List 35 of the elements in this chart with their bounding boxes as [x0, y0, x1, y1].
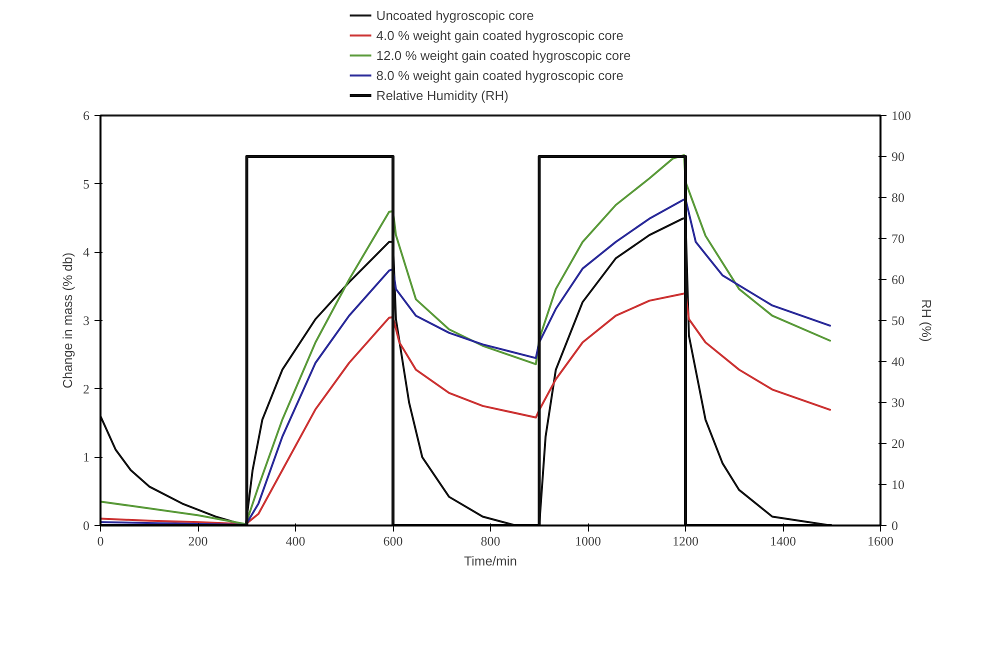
y-tick-label: 3	[83, 313, 90, 328]
x-tick-label: 1000	[575, 534, 601, 548]
legend-label: 12.0 % weight gain coated hygroscopic core	[376, 48, 631, 62]
y2-axis-title: RH (%)	[919, 299, 934, 342]
y-tick-label: 6	[83, 108, 90, 123]
x-tick-label: 1600	[868, 534, 894, 548]
y2-tick-label: 80	[892, 190, 904, 205]
y-tick-label: 0	[83, 518, 90, 533]
x-tick-label: 800	[480, 534, 500, 548]
legend-label: 8.0 % weight gain coated hygroscopic core	[376, 68, 624, 82]
y2-tick-label: 40	[892, 354, 904, 369]
y2-tick-label: 0	[892, 518, 898, 533]
legend-label: 4.0 % weight gain coated hygroscopic core	[376, 28, 624, 42]
x-tick-label: 600	[383, 534, 403, 548]
y-tick-label: 2	[83, 381, 90, 396]
y-tick-label: 1	[83, 450, 90, 465]
x-tick-label: 0	[97, 534, 104, 548]
y2-tick-label: 90	[892, 149, 904, 164]
y-axis-title: Change in mass (% db)	[60, 252, 75, 388]
y2-tick-label: 70	[892, 231, 904, 246]
y2-tick-label: 10	[892, 477, 904, 492]
y2-tick-label: 100	[892, 108, 911, 123]
y2-tick-label: 60	[892, 272, 904, 287]
y-tick-label: 5	[83, 176, 90, 192]
x-tick-label: 400	[286, 534, 306, 548]
y-tick-label: 4	[83, 244, 90, 260]
x-tick-label: 1400	[770, 534, 796, 548]
x-tick-label: 200	[188, 534, 208, 548]
legend-label: Uncoated hygroscopic core	[376, 8, 534, 22]
x-axis-title: Time/min	[464, 554, 517, 568]
y2-tick-label: 20	[892, 436, 904, 451]
legend-label: Relative Humidity (RH)	[376, 88, 509, 102]
x-tick-label: 1200	[672, 534, 698, 548]
y2-tick-label: 30	[892, 395, 904, 410]
y2-tick-label: 50	[892, 313, 904, 328]
